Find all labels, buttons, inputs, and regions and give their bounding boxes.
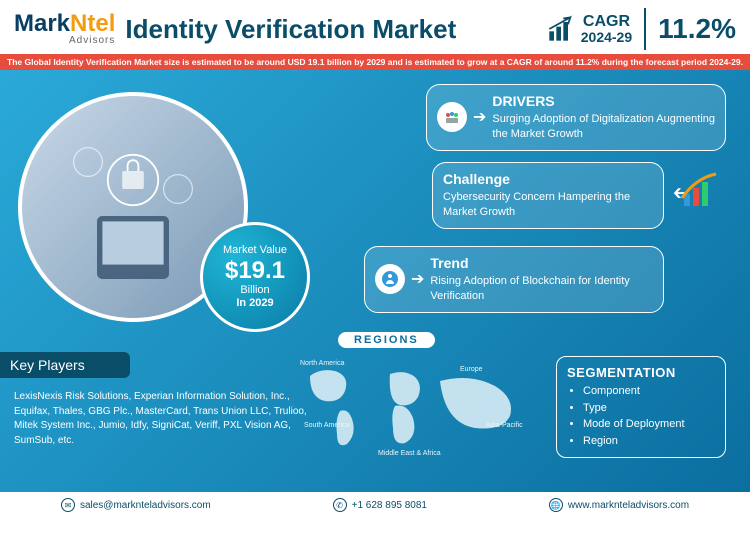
header: MarkNtel Advisors Identity Verification … (0, 0, 750, 54)
segmentation-title: SEGMENTATION (567, 365, 715, 380)
brand-mark: Mark (14, 10, 70, 37)
market-value-badge: Market Value $19.1 Billion In 2029 (200, 222, 310, 332)
seg-item: Mode of Deployment (583, 416, 715, 433)
cagr-block: CAGR 2024-29 11.2% (547, 8, 736, 50)
arrow-right-icon: ➔ (473, 107, 486, 127)
seg-item: Region (583, 433, 715, 450)
globe-icon: 🌐 (549, 498, 563, 512)
main-canvas: Market Value $19.1 Billion In 2029 ➔ DRI… (0, 70, 750, 518)
chart-icon (680, 170, 720, 210)
region-label: North America (300, 360, 344, 367)
email-text: sales@marknteladvisors.com (80, 500, 211, 511)
bar-growth-icon (547, 15, 575, 43)
divider (644, 8, 646, 50)
segmentation-box: SEGMENTATION Component Type Mode of Depl… (556, 356, 726, 458)
challenge-body: Cybersecurity Concern Hampering the Mark… (443, 190, 653, 220)
cagr-period: 2024-29 (581, 30, 632, 45)
footer-phone[interactable]: ✆ +1 628 895 8081 (333, 498, 427, 512)
badge-year: In 2029 (203, 297, 307, 310)
trend-card: ➔ Trend Rising Adoption of Blockchain fo… (364, 246, 664, 313)
world-map (290, 356, 530, 456)
trend-icon (375, 264, 405, 294)
footer-web[interactable]: 🌐 www.marknteladvisors.com (549, 498, 689, 512)
badge-value: $19.1 (203, 257, 307, 285)
region-label: Asia-Pacific (486, 422, 523, 429)
summary-bar: The Global Identity Verification Market … (0, 54, 750, 70)
drivers-body: Surging Adoption of Digitalization Augme… (492, 112, 715, 142)
badge-label: Market Value (203, 244, 307, 257)
cagr-percent: 11.2% (658, 13, 736, 45)
mail-icon: ✉ (61, 498, 75, 512)
drivers-title: DRIVERS (492, 93, 715, 109)
phone-icon: ✆ (333, 498, 347, 512)
seg-item: Component (583, 383, 715, 400)
key-players-tag: Key Players (0, 352, 130, 378)
cagr-label: CAGR (581, 13, 632, 31)
challenge-card: Challenge Cybersecurity Concern Hamperin… (432, 162, 664, 229)
region-label: Middle East & Africa (378, 450, 441, 457)
brand-logo: MarkNtel Advisors (14, 12, 115, 46)
footer: ✉ sales@marknteladvisors.com ✆ +1 628 89… (0, 492, 750, 518)
footer-email[interactable]: ✉ sales@marknteladvisors.com (61, 498, 211, 512)
regions-caption: REGIONS (338, 332, 435, 348)
brand-ntel: Ntel (70, 10, 115, 37)
challenge-title: Challenge (443, 171, 653, 187)
drivers-card: ➔ DRIVERS Surging Adoption of Digitaliza… (426, 84, 726, 151)
badge-unit: Billion (203, 284, 307, 297)
web-text: www.marknteladvisors.com (568, 500, 689, 511)
seg-item: Type (583, 400, 715, 417)
trend-body: Rising Adoption of Blockchain for Identi… (430, 274, 653, 304)
page-title: Identity Verification Market (125, 14, 536, 45)
key-players-body: LexisNexis Risk Solutions, Experian Info… (14, 390, 314, 448)
trend-title: Trend (430, 255, 653, 271)
region-label: Europe (460, 366, 483, 373)
brand-sub: Advisors (14, 36, 115, 46)
drivers-icon (437, 102, 467, 132)
arrow-right-icon: ➔ (411, 269, 424, 289)
phone-text: +1 628 895 8081 (352, 500, 427, 511)
